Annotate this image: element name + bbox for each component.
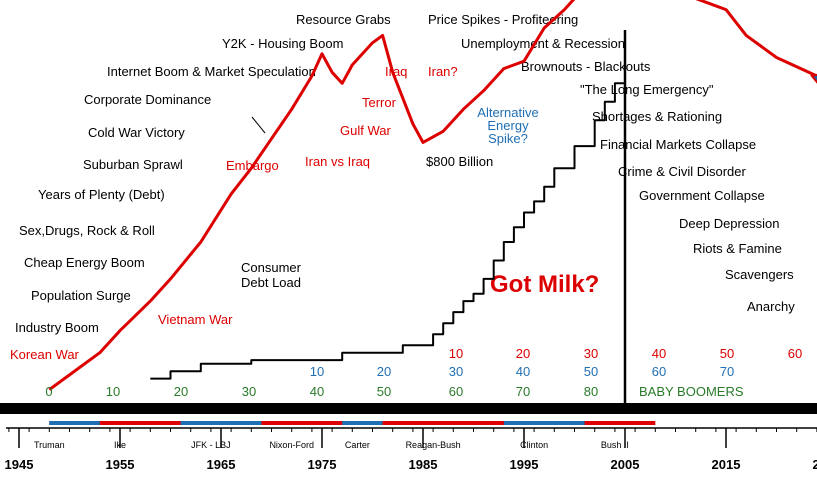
alt-energy-line-2: Spike? xyxy=(488,131,528,146)
annotation-left-2: Internet Boom & Market Speculation xyxy=(107,64,316,79)
age-blue-3: 40 xyxy=(516,364,530,379)
x-tick-label-2005: 2005 xyxy=(611,457,640,472)
annotation-war-3: Iran vs Iraq xyxy=(305,154,370,169)
age-red-1: 20 xyxy=(516,346,530,361)
age-scales: 10 20 30 40 50 60 10 20 30 40 50 60 70 0 10 20 30 40 50 60 7… xyxy=(45,346,802,399)
alt-energy-line-0: Alternative xyxy=(477,105,538,120)
annotation-left-9: Population Surge xyxy=(31,288,131,303)
age-red-0: 10 xyxy=(449,346,463,361)
x-tick-label-1975: 1975 xyxy=(308,457,337,472)
age-red-4: 50 xyxy=(720,346,734,361)
age-blue-2: 30 xyxy=(449,364,463,379)
annotation-left-5: Suburban Sprawl xyxy=(83,157,183,172)
age-blue-0: 10 xyxy=(310,364,324,379)
annotation-war-1: Vietnam War xyxy=(158,312,233,327)
annotation-war-0: Korean War xyxy=(10,347,80,362)
annotation-war-5: Terror xyxy=(362,95,397,110)
president-label-3: Nixon-Ford xyxy=(269,440,314,450)
age-green-4: 40 xyxy=(310,384,324,399)
annotation-iran: Iran? xyxy=(428,64,458,79)
debt-value-label: $800 Billion xyxy=(426,154,493,169)
annotation-left-1: Y2K - Housing Boom xyxy=(222,36,343,51)
annotation-right-3: "The Long Emergency" xyxy=(580,82,714,97)
age-green-6: 60 xyxy=(449,384,463,399)
president-label-7: Bush II xyxy=(601,440,629,450)
president-label-0: Truman xyxy=(34,440,65,450)
age-green-1: 10 xyxy=(106,384,120,399)
x-tick-label-1995: 1995 xyxy=(510,457,539,472)
annotation-left-10: Industry Boom xyxy=(15,320,99,335)
age-green-3: 30 xyxy=(242,384,256,399)
annotation-right-4: Shortages & Rationing xyxy=(592,109,722,124)
x-tick-label-1955: 1955 xyxy=(106,457,135,472)
age-blue-1: 20 xyxy=(377,364,391,379)
got-milk-label: Got Milk? xyxy=(490,271,599,298)
annotation-right-7: Government Collapse xyxy=(639,188,765,203)
age-blue-4: 50 xyxy=(584,364,598,379)
president-label-6: Clinton xyxy=(520,440,548,450)
annotation-left-3: Corporate Dominance xyxy=(84,92,211,107)
x-tick-label-1945: 1945 xyxy=(5,457,34,472)
consumer-debt-line xyxy=(150,82,625,380)
president-label-1: Ike xyxy=(114,440,126,450)
age-green-8: 80 xyxy=(584,384,598,399)
alt-energy-line-1: Energy xyxy=(487,118,529,133)
thick-black-bar xyxy=(0,403,817,414)
presidency-blue-band-jfk-lbj xyxy=(180,421,262,425)
axis-bars xyxy=(0,403,817,425)
x-tick-label-1985: 1985 xyxy=(409,457,438,472)
annotation-left-8: Cheap Energy Boom xyxy=(24,255,145,270)
baby-boomers-label: BABY BOOMERS xyxy=(639,384,744,399)
presidency-blue-band-truman xyxy=(49,421,100,425)
age-red-3: 40 xyxy=(652,346,666,361)
annotation-right-5: Financial Markets Collapse xyxy=(600,137,756,152)
presidency-blue-band-carter xyxy=(342,421,383,425)
annotation-right-2: Brownouts - Blackouts xyxy=(521,59,651,74)
age-green-0: 0 xyxy=(45,384,52,399)
debt-label-line-0: Consumer xyxy=(241,260,302,275)
age-green-7: 70 xyxy=(516,384,530,399)
alternative-energy-spike-area xyxy=(810,73,817,84)
annotation-left-4: Cold War Victory xyxy=(88,125,185,140)
annotation-layer: Resource Grabs Y2K - Housing Boom Internet… xyxy=(10,12,795,362)
annotation-right-0: Price Spikes - Profiteering xyxy=(428,12,578,27)
annotation-left-6: Years of Plenty (Debt) xyxy=(38,187,165,202)
x-tick-label-1965: 1965 xyxy=(207,457,236,472)
embargo-pointer-line xyxy=(251,116,266,134)
energy-curve-line xyxy=(48,0,817,391)
annotation-right-9: Riots & Famine xyxy=(693,241,782,256)
annotation-right-11: Anarchy xyxy=(747,299,795,314)
age-green-5: 50 xyxy=(377,384,391,399)
age-red-5: 60 xyxy=(788,346,802,361)
president-label-5: Reagan-Bush xyxy=(406,440,461,450)
annotation-right-10: Scavengers xyxy=(725,267,794,282)
series-lines xyxy=(48,0,817,414)
x-axis: 1945195519651975198519952005201520252035… xyxy=(5,427,817,472)
annotation-left-0: Resource Grabs xyxy=(296,12,391,27)
age-blue-5: 60 xyxy=(652,364,666,379)
president-label-4: Carter xyxy=(345,440,370,450)
age-red-2: 30 xyxy=(584,346,598,361)
age-blue-6: 70 xyxy=(720,364,734,379)
presidency-blue-band-clinton xyxy=(503,421,585,425)
debt-label-line-1: Debt Load xyxy=(241,275,301,290)
annotation-war-6: Iraq xyxy=(385,64,407,79)
annotation-left-7: Sex,Drugs, Rock & Roll xyxy=(19,223,155,238)
x-tick-label-2015: 2015 xyxy=(712,457,741,472)
annotation-war-4: Gulf War xyxy=(340,123,391,138)
x-tick-label-2025: 2025 xyxy=(813,457,817,472)
age-green-2: 20 xyxy=(174,384,188,399)
president-label-2: JFK - LBJ xyxy=(191,440,231,450)
annotation-right-8: Deep Depression xyxy=(679,216,779,231)
annotation-right-6: Crime & Civil Disorder xyxy=(618,164,747,179)
annotation-right-1: Unemployment & Recession xyxy=(461,36,625,51)
